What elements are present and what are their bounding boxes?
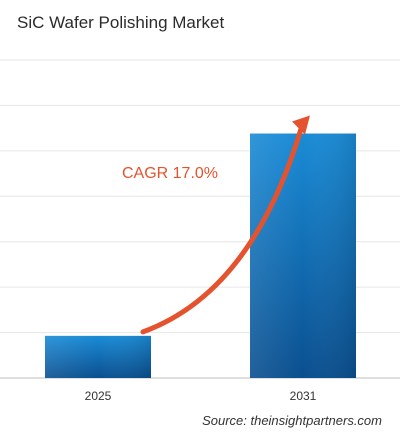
x-tick-label: 2025 (85, 389, 112, 403)
source-note: Source: theinsightpartners.com (202, 413, 382, 428)
bar-shine-2031 (250, 133, 356, 378)
chart-title: SiC Wafer Polishing Market (17, 13, 225, 32)
cagr-arrow-head (292, 115, 310, 135)
cagr-annotation: CAGR 17.0% (122, 165, 218, 182)
cagr-arrow-shaft (140, 123, 305, 335)
bars (45, 133, 356, 378)
x-tick-label: 2031 (290, 389, 317, 403)
x-tick-labels: 2025 2031 (85, 389, 317, 403)
bar-shine-2025 (45, 335, 151, 378)
cagr-arrow (140, 115, 310, 335)
